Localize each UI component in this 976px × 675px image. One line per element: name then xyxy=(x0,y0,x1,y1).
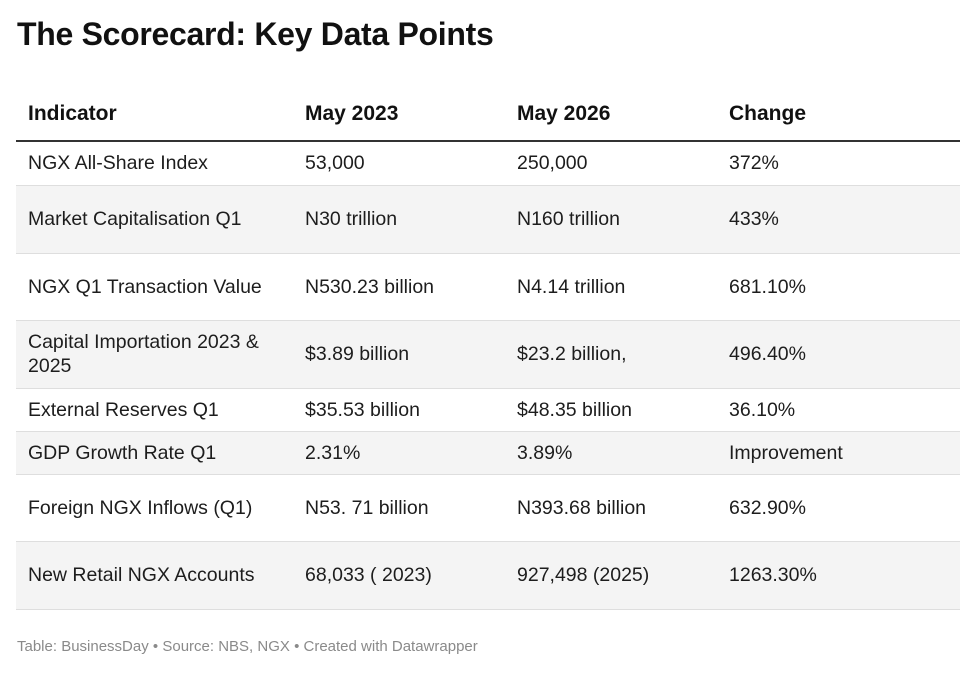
header-may-2023[interactable]: May 2023 xyxy=(293,88,505,142)
table-row: Foreign NGX Inflows (Q1) N53. 71 billion… xyxy=(16,474,960,542)
cell-indicator: Foreign NGX Inflows (Q1) xyxy=(16,474,293,542)
cell-indicator: GDP Growth Rate Q1 xyxy=(16,431,293,475)
cell-indicator: Market Capitalisation Q1 xyxy=(16,185,293,254)
separator: • xyxy=(152,638,159,655)
cell-may-2026: $23.2 billion, xyxy=(505,320,717,389)
header-change[interactable]: Change xyxy=(717,88,960,142)
table-credit: Table: BusinessDay xyxy=(17,638,149,655)
source-note: Source: NBS, NGX xyxy=(162,638,290,655)
cell-may-2026: 3.89% xyxy=(505,431,717,475)
table-row: NGX All-Share Index 53,000 250,000 372% xyxy=(16,141,960,186)
cell-change: 681.10% xyxy=(717,253,960,321)
scorecard-table: Indicator May 2023 May 2026 Change NGX A… xyxy=(16,88,960,610)
cell-change: 632.90% xyxy=(717,474,960,542)
chart-title: The Scorecard: Key Data Points xyxy=(17,16,494,52)
table-row: Market Capitalisation Q1 N30 trillion N1… xyxy=(16,185,960,254)
cell-may-2023: N30 trillion xyxy=(293,185,505,254)
header-row: Indicator May 2023 May 2026 Change xyxy=(16,88,960,142)
cell-may-2023: 2.31% xyxy=(293,431,505,475)
cell-may-2026: N160 trillion xyxy=(505,185,717,254)
chart-footer: Table: BusinessDay • Source: NBS, NGX • … xyxy=(17,638,478,655)
table-row: External Reserves Q1 $35.53 billion $48.… xyxy=(16,388,960,432)
table-row: Capital Importation 2023 & 2025 $3.89 bi… xyxy=(16,320,960,389)
header-indicator[interactable]: Indicator xyxy=(16,88,293,142)
cell-change: 496.40% xyxy=(717,320,960,389)
cell-indicator: NGX Q1 Transaction Value xyxy=(16,253,293,321)
cell-indicator: External Reserves Q1 xyxy=(16,388,293,432)
cell-may-2026: 927,498 (2025) xyxy=(505,541,717,610)
cell-change: 1263.30% xyxy=(717,541,960,610)
table-row: NGX Q1 Transaction Value N530.23 billion… xyxy=(16,253,960,321)
header-may-2026[interactable]: May 2026 xyxy=(505,88,717,142)
cell-may-2026: $48.35 billion xyxy=(505,388,717,432)
datawrapper-credit[interactable]: Created with Datawrapper xyxy=(303,638,478,655)
cell-may-2026: N393.68 billion xyxy=(505,474,717,542)
cell-may-2023: N530.23 billion xyxy=(293,253,505,321)
table-row: New Retail NGX Accounts 68,033 ( 2023) 9… xyxy=(16,541,960,610)
cell-indicator: NGX All-Share Index xyxy=(16,141,293,186)
table-row: GDP Growth Rate Q1 2.31% 3.89% Improveme… xyxy=(16,431,960,475)
cell-indicator: New Retail NGX Accounts xyxy=(16,541,293,610)
cell-may-2026: 250,000 xyxy=(505,141,717,186)
cell-may-2026: N4.14 trillion xyxy=(505,253,717,321)
cell-may-2023: $3.89 billion xyxy=(293,320,505,389)
cell-change: 372% xyxy=(717,141,960,186)
separator: • xyxy=(294,638,300,655)
cell-may-2023: 68,033 ( 2023) xyxy=(293,541,505,610)
cell-change: 433% xyxy=(717,185,960,254)
cell-change: Improvement xyxy=(717,431,960,475)
cell-may-2023: 53,000 xyxy=(293,141,505,186)
cell-change: 36.10% xyxy=(717,388,960,432)
cell-may-2023: N53. 71 billion xyxy=(293,474,505,542)
cell-may-2023: $35.53 billion xyxy=(293,388,505,432)
cell-indicator: Capital Importation 2023 & 2025 xyxy=(16,320,293,389)
